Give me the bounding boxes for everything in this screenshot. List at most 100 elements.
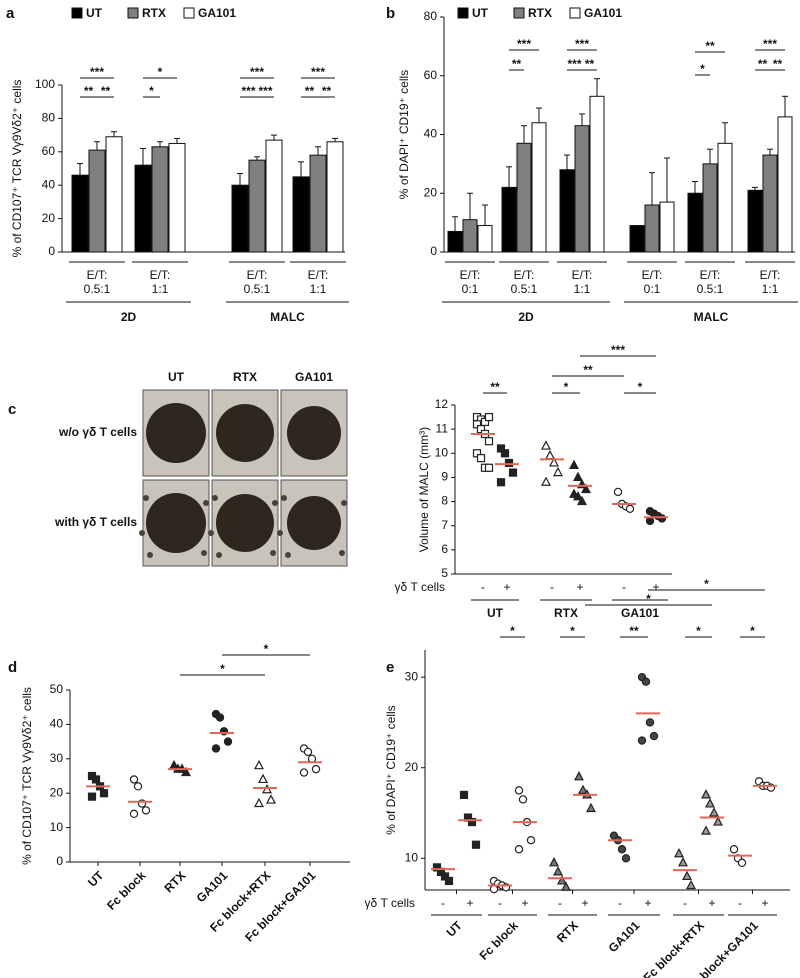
data-point	[459, 790, 469, 800]
bar	[168, 142, 186, 253]
condition-label: +	[761, 896, 768, 910]
panel-label: b	[386, 5, 395, 22]
condition-label: -	[683, 896, 687, 910]
x-tick-label: 0.5:1	[511, 282, 538, 296]
condition-label: +	[503, 580, 510, 594]
data-point	[299, 768, 309, 777]
x-tick-label: GA101	[194, 868, 231, 905]
x-tick-label: E/T:	[642, 268, 663, 282]
bar	[105, 136, 123, 253]
y-tick-label: 11	[436, 421, 449, 435]
data-point	[500, 449, 510, 458]
cell-cluster	[272, 500, 278, 506]
data-point	[215, 713, 225, 722]
bar	[531, 122, 547, 253]
significance-label: *	[510, 624, 515, 638]
bar	[462, 219, 478, 253]
group-label: 2D	[518, 310, 534, 324]
bar	[589, 95, 605, 253]
data-point	[737, 858, 747, 868]
cell-cluster	[339, 550, 345, 556]
legend-swatch	[569, 7, 581, 19]
x-tick-label: E/T:	[87, 268, 108, 282]
bar	[151, 146, 169, 253]
data-point	[518, 795, 528, 804]
x-tick-label: 0:1	[462, 282, 479, 296]
bar	[747, 189, 763, 253]
bar	[248, 159, 266, 253]
condition-label: -	[618, 896, 622, 910]
data-point	[258, 773, 268, 784]
y-tick-label: 0	[56, 854, 63, 868]
legend-swatch	[513, 7, 525, 19]
x-tick-label: GA101	[606, 918, 643, 955]
data-point	[141, 806, 151, 815]
y-tick-label: 7	[441, 518, 448, 532]
bar	[629, 225, 645, 253]
y-tick-label: 6	[441, 542, 448, 556]
condition-label: +	[644, 896, 651, 910]
x-tick-label: E/T:	[572, 268, 593, 282]
data-point	[133, 782, 143, 791]
significance-label: *	[750, 624, 755, 638]
y-tick-label: 0	[48, 244, 55, 258]
group-label: RTX	[554, 606, 578, 620]
y-tick-label: 80	[424, 9, 438, 23]
significance-label: **	[101, 84, 111, 98]
data-point	[476, 454, 486, 463]
y-tick-label: 40	[50, 717, 64, 731]
bar	[88, 149, 106, 253]
spheroid	[216, 404, 274, 462]
significance-label: **	[758, 57, 768, 71]
data-point	[657, 514, 667, 523]
data-point	[553, 466, 563, 477]
legend-label: GA101	[584, 6, 622, 20]
significance-label: ***	[241, 84, 255, 98]
spheroid	[146, 493, 206, 553]
x-tick-label: UT	[85, 868, 107, 890]
y-axis-label: % of CD107⁺ TCR Vγ9Vδ2⁺ cells	[20, 687, 34, 865]
data-point	[549, 857, 559, 867]
cell-cluster	[281, 495, 287, 501]
significance-label: *	[646, 592, 651, 606]
significance-label: **	[305, 84, 315, 98]
x-tick-label: 0.5:1	[84, 282, 111, 296]
legend-swatch	[457, 7, 469, 19]
significance-label: **	[84, 84, 94, 98]
y-tick-label: 12	[435, 397, 449, 411]
significance-label: *	[220, 662, 225, 676]
x-tick-label: Fc block	[104, 868, 149, 913]
spheroid	[146, 403, 206, 463]
x-tick-label: 1:1	[310, 282, 327, 296]
x-tick-label: E/T:	[150, 268, 171, 282]
condition-label: -	[738, 896, 742, 910]
y-tick-label: 9	[441, 470, 448, 484]
cell-cluster	[285, 552, 291, 558]
x-tick-label: 1:1	[762, 282, 779, 296]
significance-label: ***	[567, 57, 581, 71]
x-tick-label: E/T:	[700, 268, 721, 282]
legend-swatch	[71, 7, 83, 19]
data-point	[254, 759, 264, 770]
data-point	[573, 490, 583, 501]
x-tick-label: 0:1	[644, 282, 661, 296]
condition-label: +	[521, 896, 528, 910]
x-tick-label: E/T:	[760, 268, 781, 282]
significance-label: ***	[611, 343, 625, 357]
significance-label: *	[570, 624, 575, 638]
condition-label: -	[550, 580, 554, 594]
panel-label: e	[386, 659, 394, 676]
significance-label: ***	[517, 37, 531, 51]
data-point	[578, 784, 588, 794]
bar	[477, 225, 493, 253]
data-point	[678, 857, 688, 867]
bar	[231, 184, 249, 253]
y-tick-label: 30	[405, 669, 419, 683]
data-point	[467, 817, 477, 827]
significance-label: **	[773, 57, 783, 71]
significance-label: *	[696, 624, 701, 638]
x-tick-label: E/T:	[247, 268, 268, 282]
data-point	[682, 870, 692, 881]
spheroid	[287, 406, 341, 460]
